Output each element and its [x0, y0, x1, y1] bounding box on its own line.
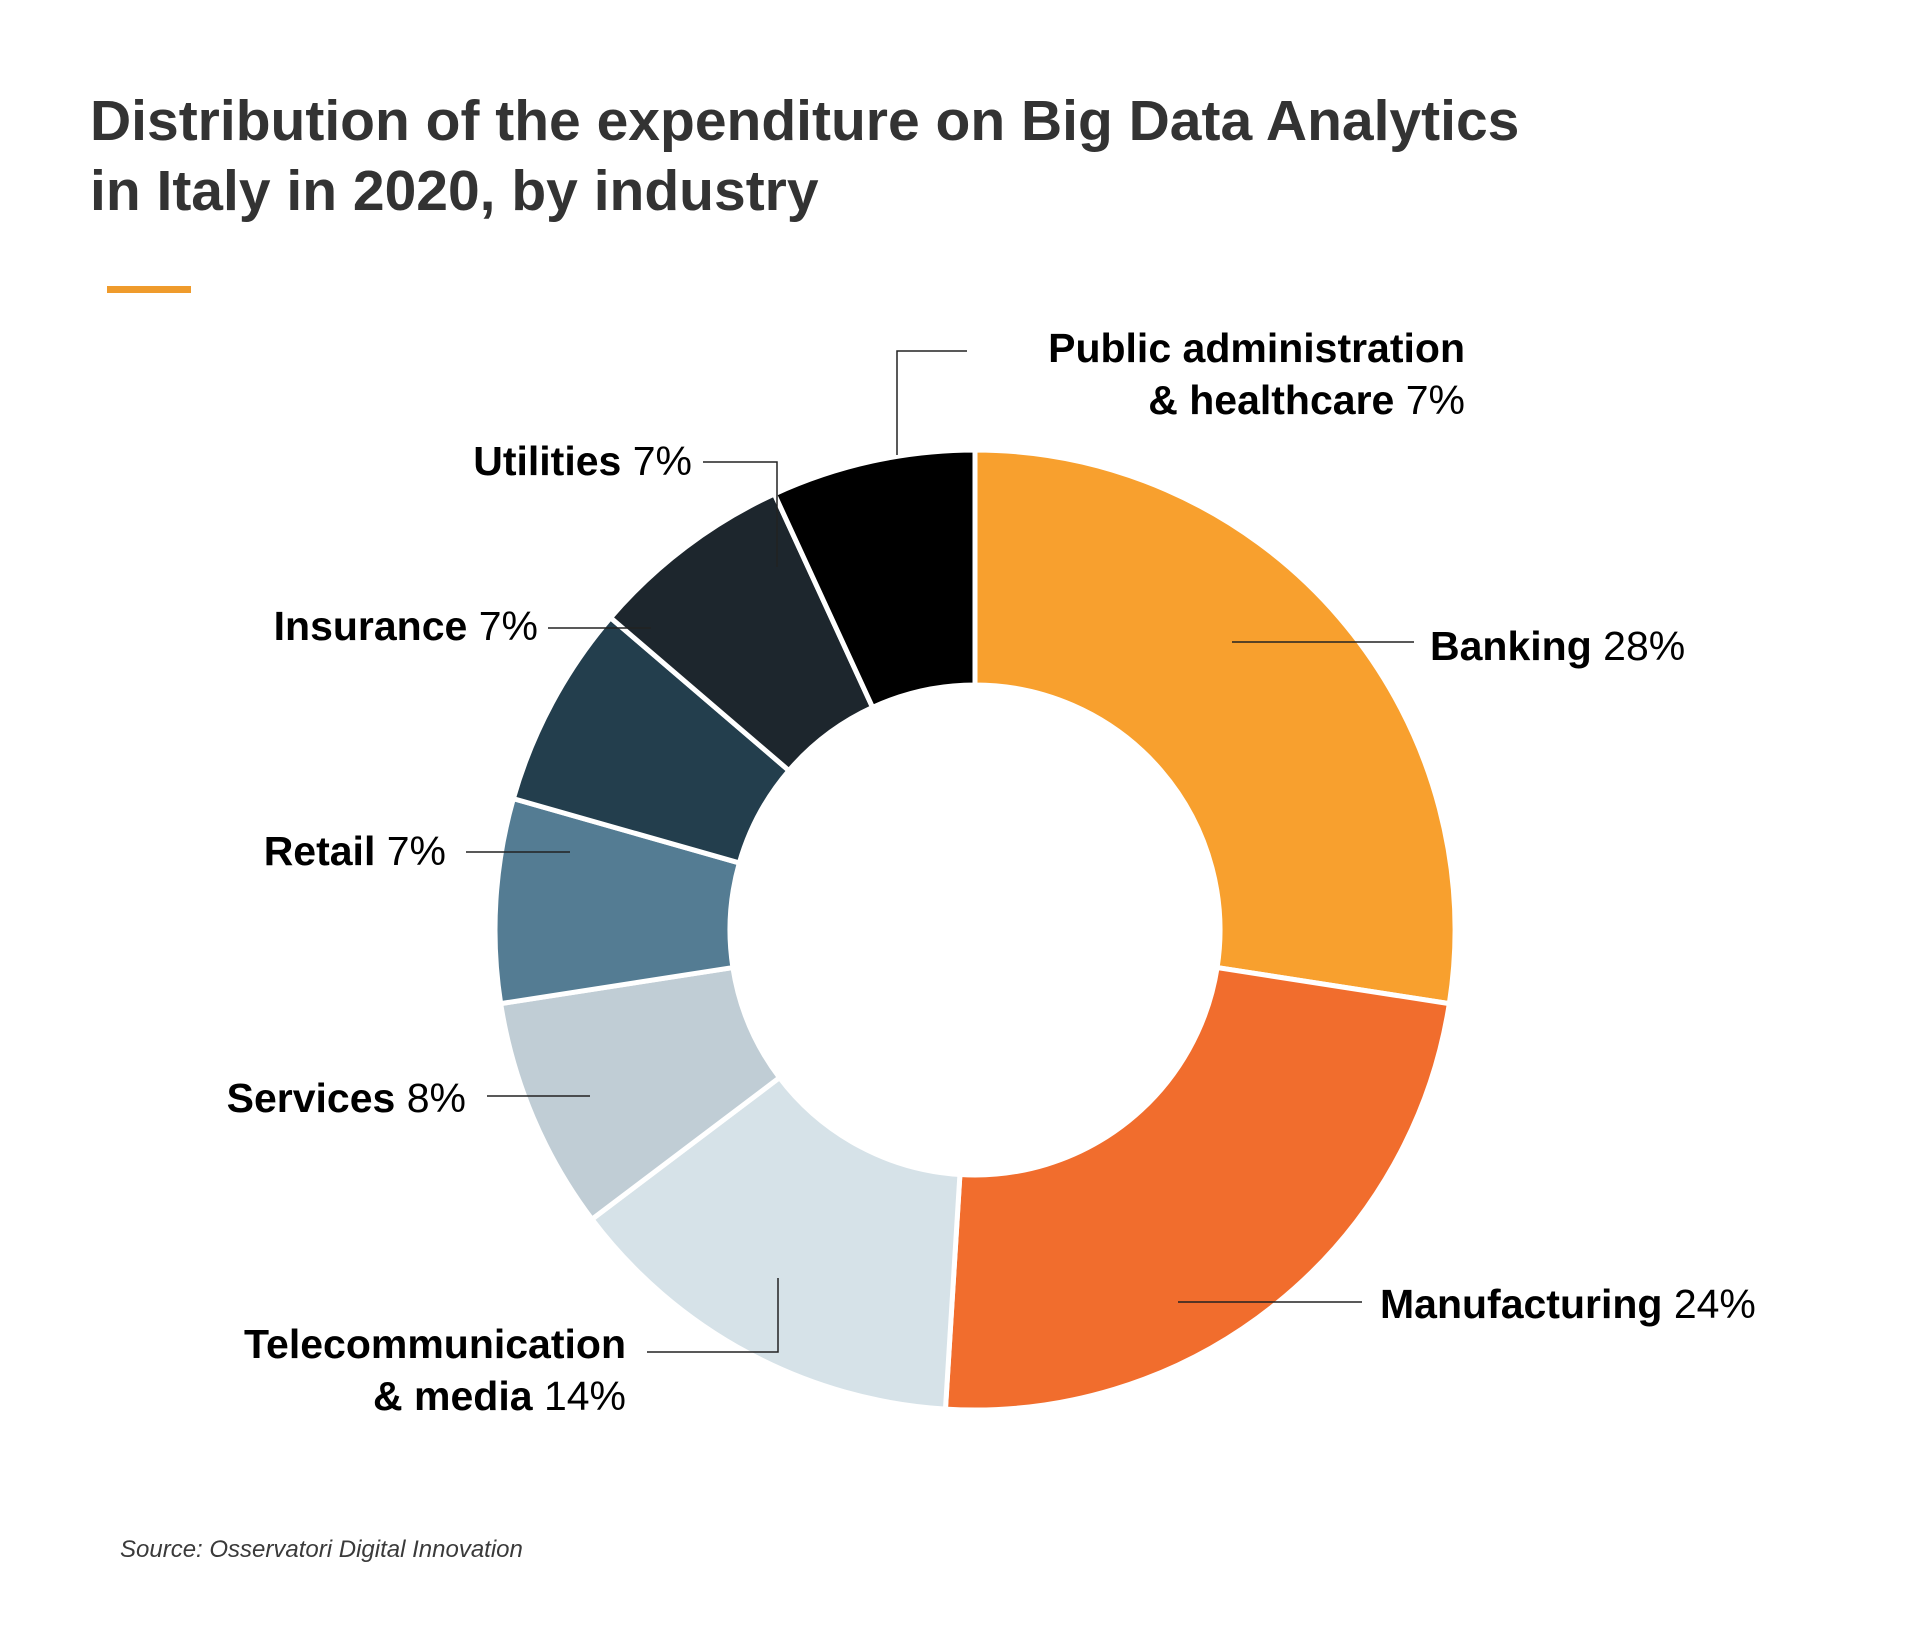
label-banking: Banking 28% — [1430, 623, 1685, 669]
title-accent-bar — [107, 286, 191, 293]
value-retail: 7% — [387, 828, 446, 874]
chart-title: Distribution of the expenditure on Big D… — [90, 86, 1519, 226]
leader-line-utilities — [703, 461, 778, 567]
slice-telecommunication-media — [589, 1075, 963, 1412]
value-banking: 28% — [1603, 623, 1685, 669]
value-utilities: 7% — [633, 438, 692, 484]
chart-title-line-2: in Italy in 2020, by industry — [90, 159, 819, 223]
chart-title-line-1: Distribution of the expenditure on Big D… — [90, 89, 1520, 153]
value-telecommunication-media: 14% — [544, 1373, 626, 1419]
value-insurance: 7% — [479, 603, 538, 649]
label-retail: Retail 7% — [264, 828, 446, 874]
label-public-administration-healthcare: Public administration & healthcare 7% — [1048, 325, 1465, 423]
slice-manufacturing — [942, 965, 1452, 1413]
leader-line-telecommunication-media — [647, 1278, 779, 1353]
label-manufacturing: Manufacturing 24% — [1380, 1281, 1756, 1327]
value-services: 8% — [407, 1075, 466, 1121]
slice-public-administration-healthcare — [771, 447, 978, 710]
label-telecommunication-media: Telecommunication & media 14% — [244, 1321, 626, 1419]
source-note: Source: Osservatori Digital Innovation — [120, 1536, 523, 1563]
value-manufacturing: 24% — [1674, 1281, 1756, 1327]
slice-banking — [972, 447, 1458, 1007]
label-insurance: Insurance 7% — [274, 603, 538, 649]
label-utilities: Utilities 7% — [473, 438, 692, 484]
value-public-administration-healthcare: 7% — [1406, 377, 1465, 423]
label-services: Services 8% — [227, 1075, 466, 1121]
leader-line-public-administration-healthcare — [896, 350, 967, 455]
